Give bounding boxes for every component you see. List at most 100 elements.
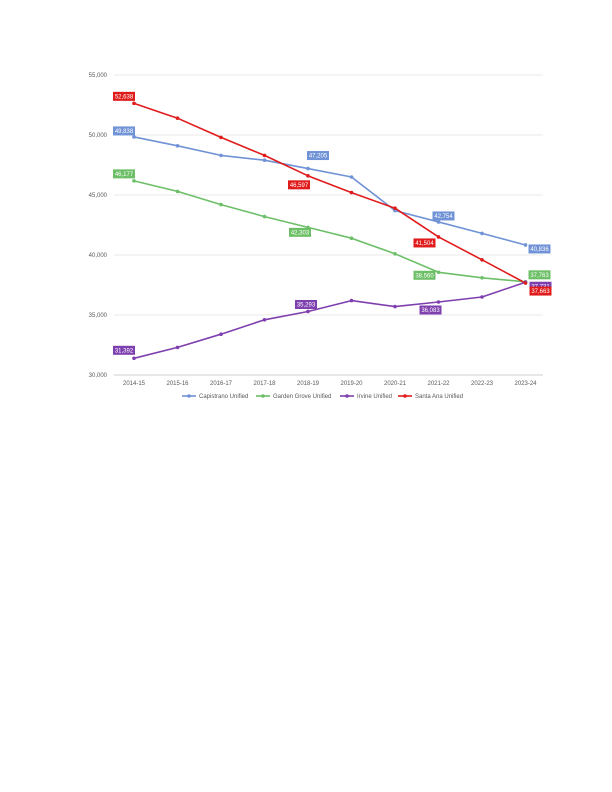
legend-label: Capistrano Unified [199,394,248,400]
series-line [133,102,526,284]
data-label: 36,083 [421,308,440,314]
data-point [523,243,528,247]
data-label: 38,560 [415,273,434,279]
data-label: 35,293 [297,303,316,309]
y-tick-label: 30,000 [89,373,108,379]
x-tick-label: 2021-22 [427,381,450,387]
x-tick-label: 2019-20 [340,381,363,387]
data-point [480,276,484,280]
series-line [133,281,526,360]
data-point [262,153,267,158]
data-point [436,235,441,239]
data-point [306,166,310,171]
legend: Capistrano Unified Garden Grove Unified Ir… [182,394,463,400]
legend-marker [403,394,407,398]
series-line [133,136,526,246]
data-label: 37,663 [531,289,550,295]
data-point [480,295,484,299]
data-point [480,231,484,236]
y-tick-label: 35,000 [89,313,108,319]
data-label-box [295,299,317,309]
gridlines [114,74,543,376]
data-point [393,304,397,309]
legend-label: Santa Ana Unified [415,394,463,400]
data-point [306,309,310,314]
data-point [436,300,441,304]
data-label-box [307,151,329,161]
data-point [349,298,354,303]
data-point [132,101,136,106]
data-label-box [113,169,135,179]
data-label-box [529,286,552,296]
data-label-box [528,244,551,254]
y-tick-label: 45,000 [89,193,108,199]
data-point [175,189,180,194]
data-point [219,202,223,207]
legend-marker [261,394,265,398]
x-tick-label: 2016-17 [210,381,233,387]
legend-label: Garden Grove Unified [273,394,331,400]
data-point [262,318,267,322]
data-label-box [432,211,455,221]
data-label-box [529,281,552,291]
x-tick-label: 2023-24 [514,381,537,387]
data-label-box [288,180,310,190]
x-tick-label: 2022-23 [471,381,494,387]
data-label: 46,597 [290,183,309,189]
data-label: 46,177 [115,172,134,178]
x-tick-label: 2015-16 [166,381,189,387]
data-point [132,135,136,139]
data-label-box [419,305,442,315]
series-line [133,180,526,283]
legend-marker [345,394,349,398]
data-label-box [113,126,135,136]
data-point [175,345,180,350]
y-axis-tick-labels: 30,000 35,000 40,000 45,000 50,000 55,000 [89,73,108,379]
data-point [480,258,484,262]
x-tick-label: 2014-15 [123,381,146,387]
data-point [349,236,354,240]
data-label: 41,504 [415,241,434,247]
data-label: 47,205 [309,154,328,160]
data-label-box [289,227,311,237]
series-lines [133,102,526,360]
data-point [523,281,528,285]
data-point [306,174,310,178]
data-label-box [528,270,551,280]
data-label: 37,763 [530,273,549,279]
data-point [349,175,354,179]
data-label: 31,392 [115,348,134,354]
x-axis-tick-labels: 2014-15 2015-16 2016-17 2017-18 2018-19 2019-… [123,381,537,387]
y-tick-label: 55,000 [89,73,108,79]
x-tick-label: 2020-21 [384,381,407,387]
data-label: 42,754 [434,214,453,220]
data-label: 49,838 [115,129,134,135]
x-tick-label: 2018-19 [297,381,320,387]
data-point [175,116,180,120]
data-point [132,356,136,361]
y-tick-label: 40,000 [89,253,108,259]
x-tick-label: 2017-18 [253,381,276,387]
data-point [219,153,223,158]
data-point [175,144,180,148]
data-point [219,332,223,337]
data-point [262,158,267,162]
data-label: 42,303 [291,230,310,236]
data-point [349,190,354,195]
data-point [393,206,397,210]
data-point [393,252,397,256]
data-point [436,270,441,275]
data-point [132,179,136,183]
data-point [262,214,267,219]
legend-label: Irvine Unified [357,394,392,400]
data-label-box [113,345,135,355]
data-label: 40,836 [530,247,549,253]
legend-marker [187,394,191,398]
data-point [219,135,223,140]
data-labels: 49,838 47,205 42,754 40,836 46,177 42,303 38,5… [113,91,552,355]
data-label: 52,638 [115,94,134,100]
data-label-box [413,270,436,280]
series-points [132,101,528,361]
data-point [436,220,441,224]
